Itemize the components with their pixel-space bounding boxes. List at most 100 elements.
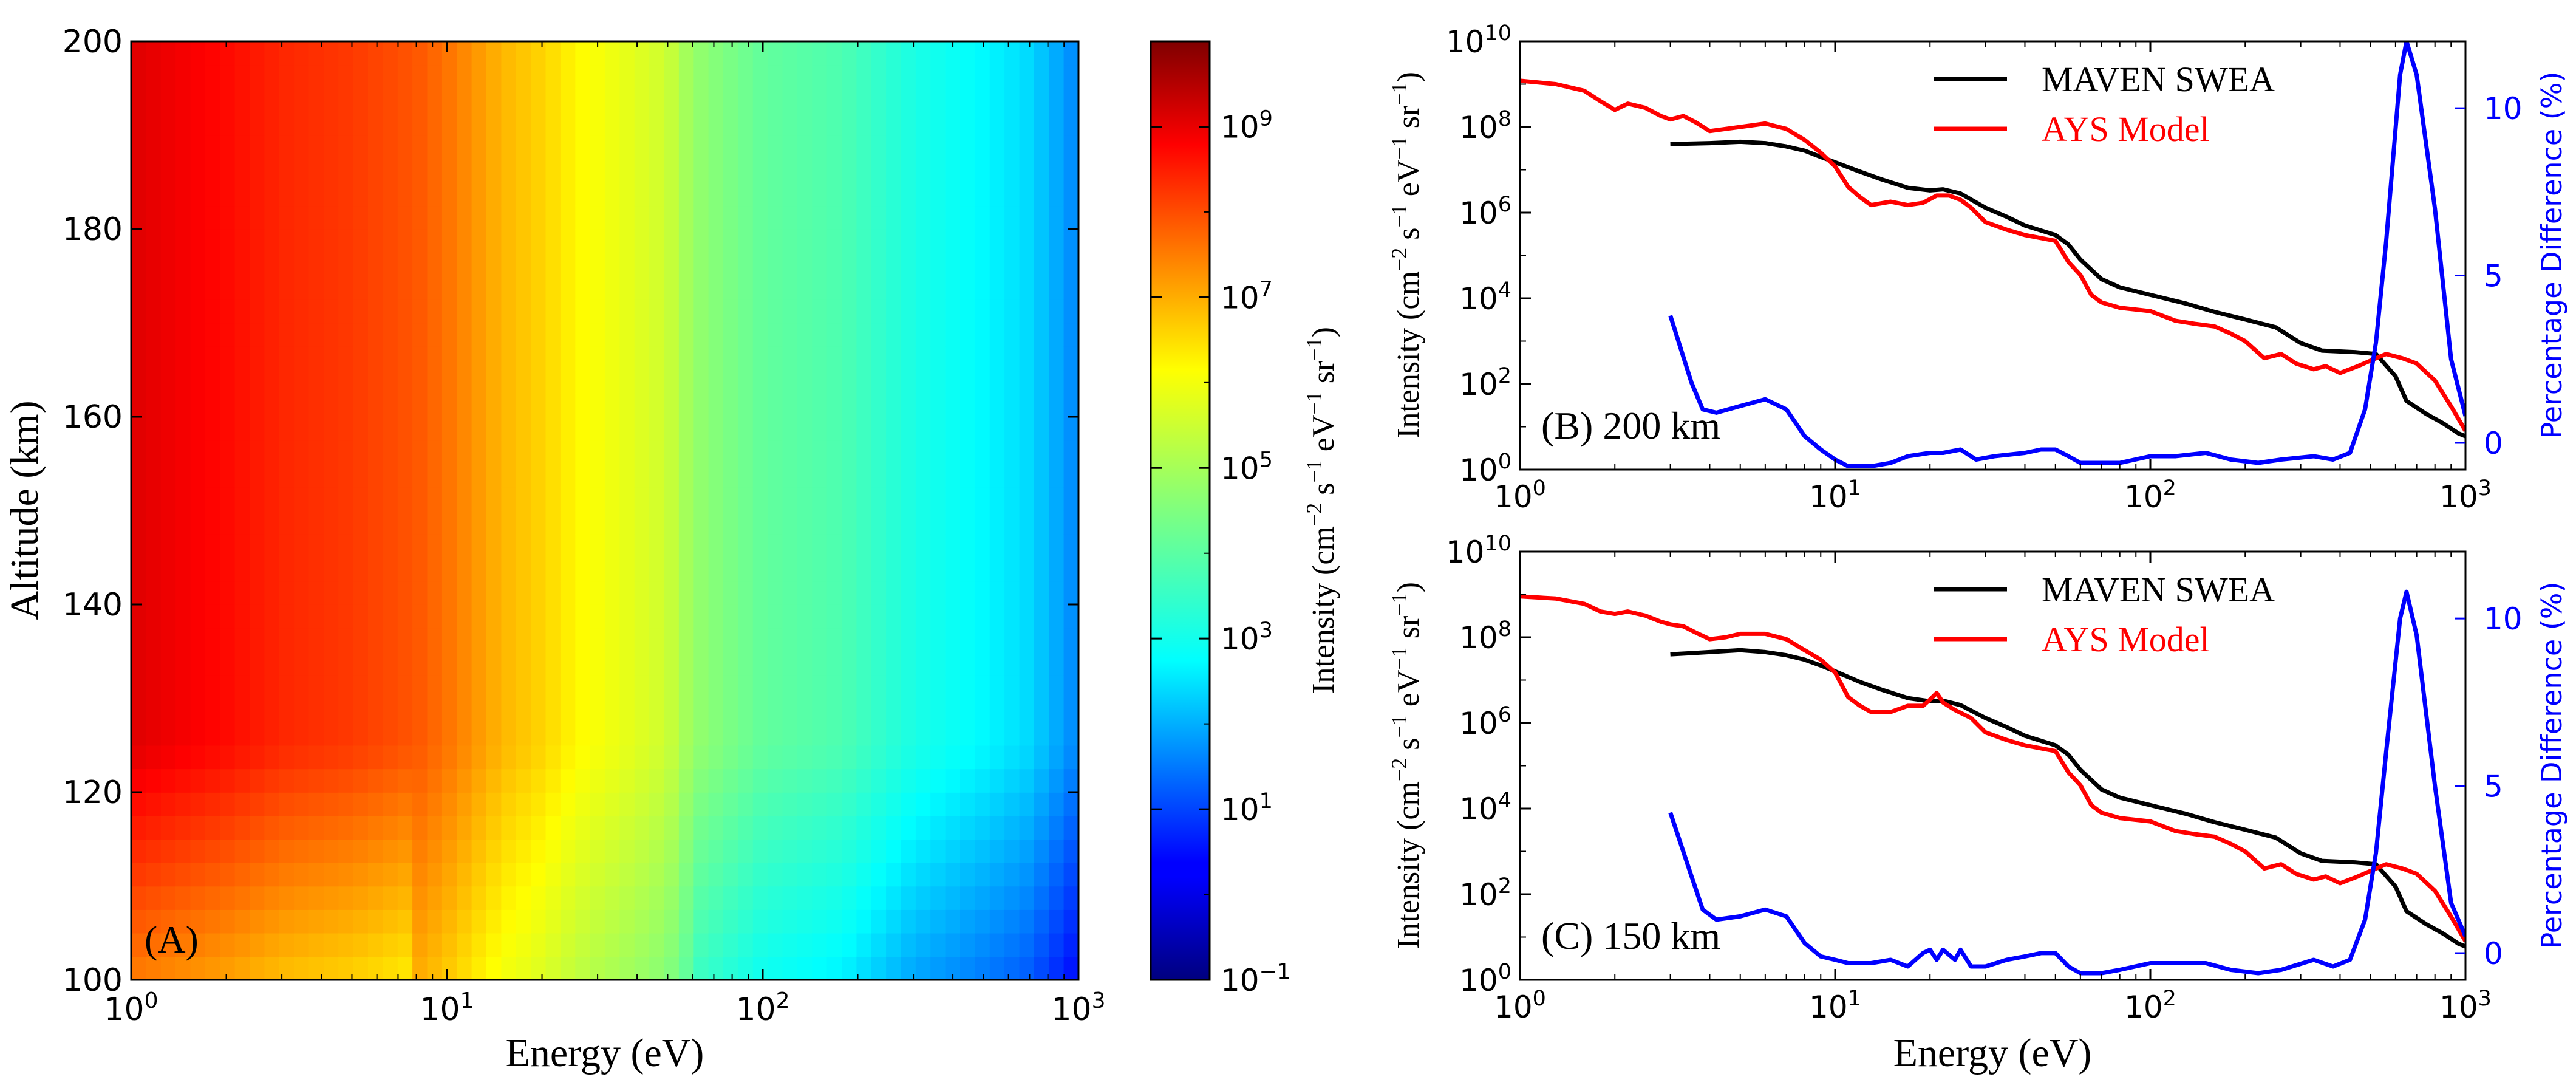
heatmap-cell xyxy=(1004,839,1020,863)
heatmap-cell xyxy=(856,369,872,394)
heatmap-cell xyxy=(975,41,990,66)
heatmap-cell xyxy=(826,909,842,934)
heatmap-cell xyxy=(797,651,813,676)
heatmap-cell xyxy=(1019,64,1035,89)
heatmap-cell xyxy=(279,792,295,816)
heatmap-cell xyxy=(220,159,236,183)
heatmap-cell xyxy=(619,229,635,253)
heatmap-cell xyxy=(1063,205,1078,230)
heatmap-cell xyxy=(501,628,517,652)
heatmap-cell xyxy=(1034,722,1050,746)
heatmap-cell xyxy=(234,815,250,840)
heatmap-cell xyxy=(531,745,547,770)
heatmap-cell xyxy=(619,64,635,89)
heatmap-cell xyxy=(160,323,176,347)
heatmap-cell xyxy=(797,252,813,276)
heatmap-cell xyxy=(871,815,887,840)
heatmap-cell xyxy=(768,745,783,770)
heatmap-cell xyxy=(397,299,413,324)
heatmap-cell xyxy=(812,346,828,371)
heatmap-cell xyxy=(826,369,842,394)
heatmap-cell xyxy=(708,792,724,816)
heatmap-cell xyxy=(457,604,472,629)
heatmap-cell xyxy=(146,464,162,488)
heatmap-cell xyxy=(205,534,221,558)
heatmap-cell xyxy=(368,839,384,863)
heatmap-cell xyxy=(1004,674,1020,699)
heatmap-cell xyxy=(471,674,487,699)
heatmap-cell xyxy=(175,886,191,910)
y-tick-label: 1010 xyxy=(1446,532,1511,570)
heatmap-cell xyxy=(960,159,976,183)
heatmap-cell xyxy=(1019,862,1035,887)
heatmap-cell xyxy=(397,440,413,464)
heatmap-cell xyxy=(441,276,458,300)
heatmap-cell xyxy=(930,722,946,746)
heatmap-cell xyxy=(397,159,413,183)
heatmap-cell xyxy=(1063,628,1078,652)
heatmap-cell xyxy=(190,792,206,816)
heatmap-cell xyxy=(308,534,324,558)
heatmap-cell xyxy=(649,159,665,183)
heatmap-cell xyxy=(441,135,458,159)
heatmap-cell xyxy=(250,369,265,394)
heatmap-cell xyxy=(945,88,961,112)
heatmap-cell xyxy=(486,768,502,793)
heatmap-cell xyxy=(619,792,635,816)
heatmap-cell xyxy=(1049,862,1065,887)
heatmap-cell xyxy=(590,698,605,722)
heatmap-cell xyxy=(308,557,324,582)
heatmap-cell xyxy=(826,205,842,230)
heatmap-cell xyxy=(723,768,739,793)
heatmap-cell xyxy=(664,159,680,183)
heatmap-cell xyxy=(457,862,472,887)
heatmap-cell xyxy=(738,252,754,276)
heatmap-cell xyxy=(812,909,828,934)
heatmap-cell xyxy=(131,674,147,699)
heatmap-cell xyxy=(308,674,324,699)
heatmap-cell xyxy=(397,393,413,417)
y2-tick-label: 5 xyxy=(2484,769,2503,804)
heatmap-cell xyxy=(471,862,487,887)
heatmap-cell xyxy=(945,628,961,652)
heatmap-cell xyxy=(605,159,621,183)
heatmap-cell xyxy=(605,651,621,676)
heatmap-cell xyxy=(427,698,443,722)
heatmap-cell xyxy=(190,628,206,652)
heatmap-cell xyxy=(901,369,916,394)
heatmap-cell xyxy=(560,369,576,394)
heatmap-cell xyxy=(590,792,605,816)
heatmap-cell xyxy=(531,464,547,488)
heatmap-cell xyxy=(205,111,221,136)
x-tick-label: 103 xyxy=(2439,987,2492,1025)
heatmap-cell xyxy=(264,722,280,746)
heatmap-cell xyxy=(175,862,191,887)
heatmap-cell xyxy=(397,369,413,394)
heatmap-cell xyxy=(412,956,428,980)
heatmap-cell xyxy=(220,440,236,464)
heatmap-cell xyxy=(1019,299,1035,324)
heatmap-cell xyxy=(264,111,280,136)
heatmap-cell xyxy=(945,464,961,488)
heatmap-cell xyxy=(693,111,709,136)
heatmap-cell xyxy=(693,135,709,159)
heatmap-cell xyxy=(131,205,147,230)
heatmap-cell xyxy=(605,276,621,300)
heatmap-cell xyxy=(752,909,768,934)
heatmap-cell xyxy=(146,205,162,230)
heatmap-cell xyxy=(738,323,754,347)
heatmap-cell xyxy=(234,510,250,535)
heatmap-cell xyxy=(975,510,990,535)
heatmap-cell xyxy=(353,909,369,934)
heatmap-cell xyxy=(323,111,339,136)
heatmap-cell xyxy=(1034,651,1050,676)
heatmap-cell xyxy=(486,815,502,840)
heatmap-cell xyxy=(708,64,724,89)
heatmap-cell xyxy=(264,346,280,371)
heatmap-cell xyxy=(649,698,665,722)
heatmap-cell xyxy=(693,909,709,934)
heatmap-cell xyxy=(205,323,221,347)
heatmap-cell xyxy=(1063,768,1078,793)
heatmap-cell xyxy=(752,440,768,464)
heatmap-cell xyxy=(842,41,857,66)
